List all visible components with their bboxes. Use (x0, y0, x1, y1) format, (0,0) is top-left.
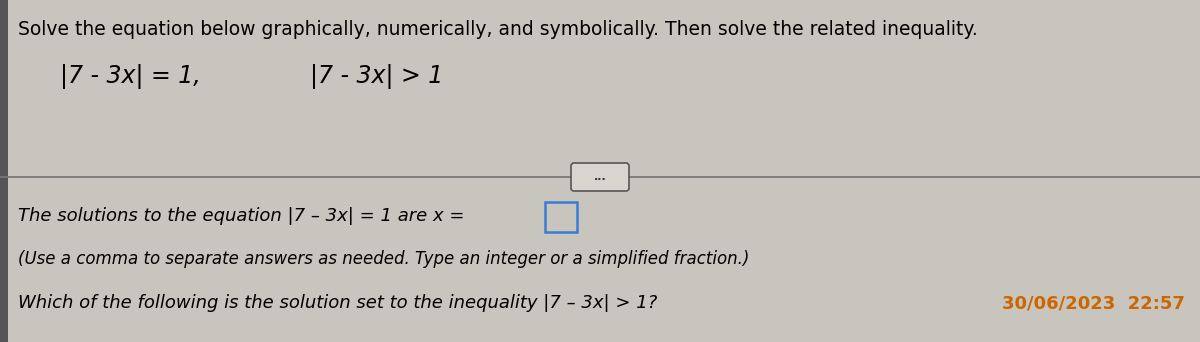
FancyBboxPatch shape (571, 163, 629, 191)
FancyBboxPatch shape (545, 202, 577, 232)
Text: |7 - 3x| > 1: |7 - 3x| > 1 (310, 64, 443, 89)
Text: |7 - 3x| = 1,: |7 - 3x| = 1, (60, 64, 200, 89)
Text: (Use a comma to separate answers as needed. Type an integer or a simplified frac: (Use a comma to separate answers as need… (18, 250, 749, 268)
Text: ...: ... (594, 172, 606, 182)
Text: Which of the following is the solution set to the inequality |7 – 3x| > 1?: Which of the following is the solution s… (18, 294, 658, 312)
Text: The solutions to the equation |7 – 3x| = 1 are x =: The solutions to the equation |7 – 3x| =… (18, 207, 464, 225)
Text: 30/06/2023  22:57: 30/06/2023 22:57 (1002, 294, 1186, 312)
Bar (0, 0, 8, 342)
Text: Solve the equation below graphically, numerically, and symbolically. Then solve : Solve the equation below graphically, nu… (18, 20, 978, 39)
